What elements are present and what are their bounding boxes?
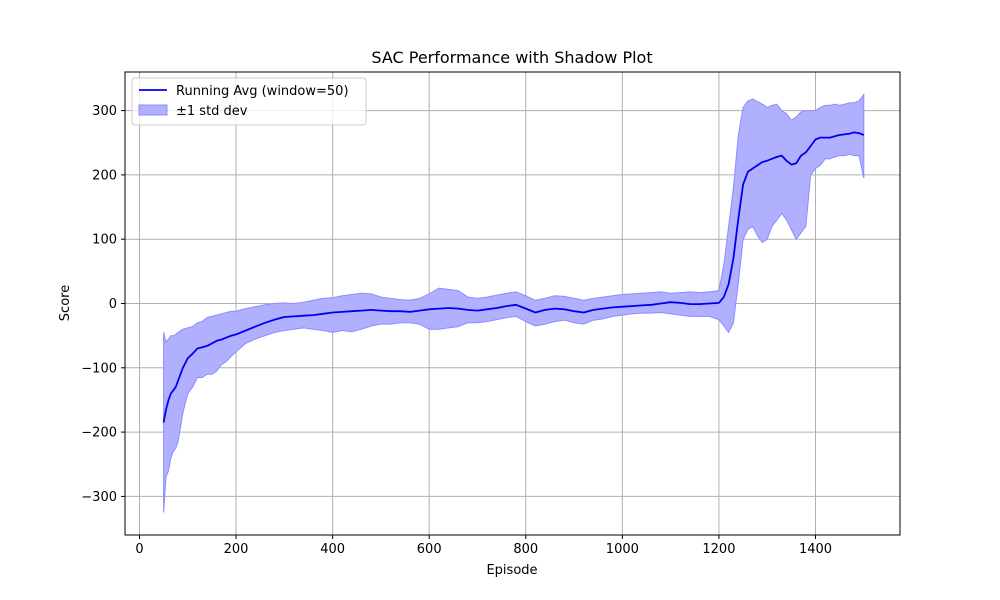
x-tick-label: 200 [224, 542, 249, 557]
x-tick-label: 1400 [799, 542, 832, 557]
y-axis-label: Score [58, 285, 73, 321]
legend-box [131, 77, 367, 126]
chart-title: SAC Performance with Shadow Plot [371, 48, 652, 67]
legend: Running Avg (window=50) ±1 std dev [131, 77, 367, 126]
std-dev-band [163, 92, 865, 513]
x-axis-label: Episode [486, 563, 537, 578]
y-tick-label: −300 [81, 490, 117, 505]
x-tick-label: 800 [513, 542, 538, 557]
x-axis-ticks: 0 200 400 600 800 1000 1200 1400 [135, 535, 832, 557]
y-axis-ticks: −300 −200 −100 0 100 200 300 [81, 104, 125, 505]
running-avg-line [162, 131, 865, 423]
y-tick-label: 100 [92, 233, 117, 248]
y-tick-label: 0 [109, 297, 117, 312]
x-tick-label: 400 [320, 542, 345, 557]
x-tick-label: 1200 [702, 542, 735, 557]
x-tick-label: 600 [417, 542, 442, 557]
x-tick-label: 0 [135, 542, 143, 557]
x-tick-label: 1000 [606, 542, 639, 557]
y-tick-label: −100 [81, 361, 117, 376]
y-tick-label: 200 [92, 168, 117, 183]
y-tick-label: 300 [92, 104, 117, 119]
std-band-group [163, 92, 865, 513]
legend-label-std-dev: ±1 std dev [176, 104, 248, 119]
y-tick-label: −200 [81, 426, 117, 441]
running-avg-group [162, 131, 865, 423]
legend-label-running-avg: Running Avg (window=50) [176, 84, 349, 99]
legend-band-swatch [138, 104, 168, 116]
